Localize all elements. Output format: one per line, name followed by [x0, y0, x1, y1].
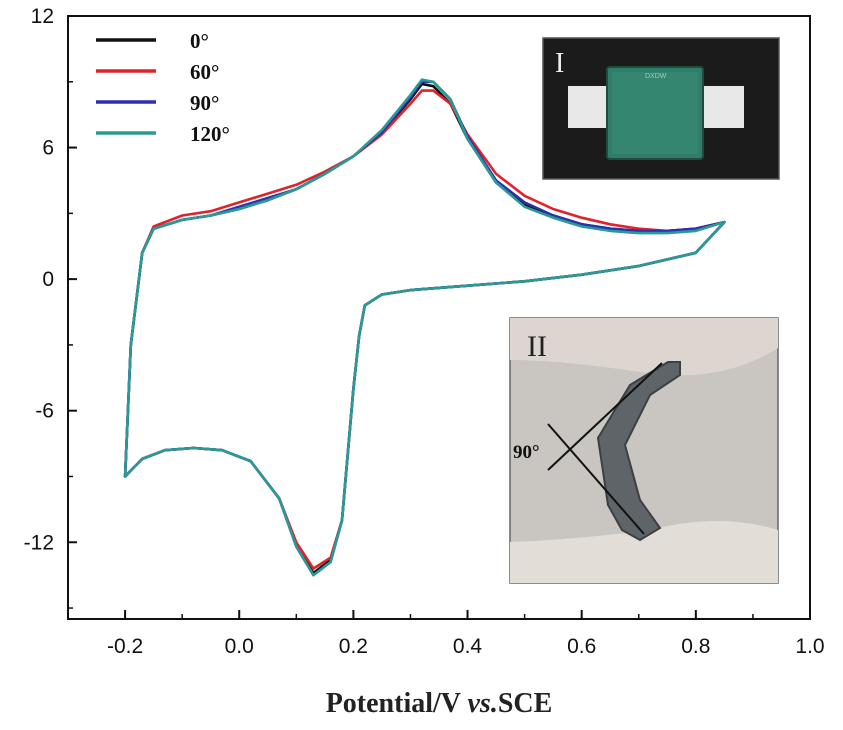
y-tick-label: -6 — [35, 400, 54, 423]
inset-1-right-tab — [700, 86, 744, 128]
inset-photo-1: I DXDW — [542, 37, 780, 180]
y-tick-label: 0 — [42, 268, 54, 291]
inset-2-angle-line-upper — [547, 362, 663, 471]
inset-1-device-text: DXDW — [645, 73, 667, 80]
x-tick-label: 1.0 — [795, 635, 824, 658]
series-line — [123, 78, 726, 577]
y-axis-ticks: 12 6 0 -6 -12 — [24, 5, 77, 609]
inset-1-device-shade — [612, 72, 698, 154]
x-tick-label: -0.2 — [107, 635, 143, 658]
inset-1-label: I — [555, 48, 564, 79]
x-axis-label-main: Potential/V — [326, 688, 468, 719]
x-axis-label: Potential/V vs.SCE — [326, 688, 553, 719]
inset-2-bottom-finger — [510, 521, 778, 583]
x-tick-label: 0.8 — [681, 635, 710, 658]
inset-2-top-finger — [510, 318, 778, 376]
inset-2-bent-device — [596, 361, 681, 542]
inset-photo-2: II 90° — [509, 317, 779, 584]
legend-label: 60° — [190, 60, 219, 84]
y-tick-label: 6 — [42, 137, 54, 160]
x-axis-ticks: -0.2 0.0 0.2 0.4 0.6 0.8 1.0 — [67, 610, 825, 658]
x-tick-label: 0.0 — [225, 635, 254, 658]
y-tick-label: -12 — [24, 531, 54, 554]
legend-label: 120° — [190, 122, 230, 146]
legend-label: 0° — [190, 29, 209, 53]
x-tick-label: 0.2 — [339, 635, 368, 658]
inset-2-label: II — [527, 330, 547, 363]
legend: 0° 60° 90° 120° — [96, 29, 230, 146]
inset-2-angle-label: 90° — [513, 442, 540, 463]
x-axis-label-tail: SCE — [498, 688, 552, 719]
inset-2-angle-line-lower — [547, 423, 645, 535]
x-tick-label: 0.6 — [567, 635, 596, 658]
y-tick-label: 12 — [31, 5, 54, 28]
x-axis-label-italic: vs. — [468, 688, 498, 719]
x-tick-label: 0.4 — [453, 635, 483, 658]
plot-frame — [67, 15, 811, 620]
legend-label: 90° — [190, 91, 219, 115]
series-group — [123, 78, 726, 577]
